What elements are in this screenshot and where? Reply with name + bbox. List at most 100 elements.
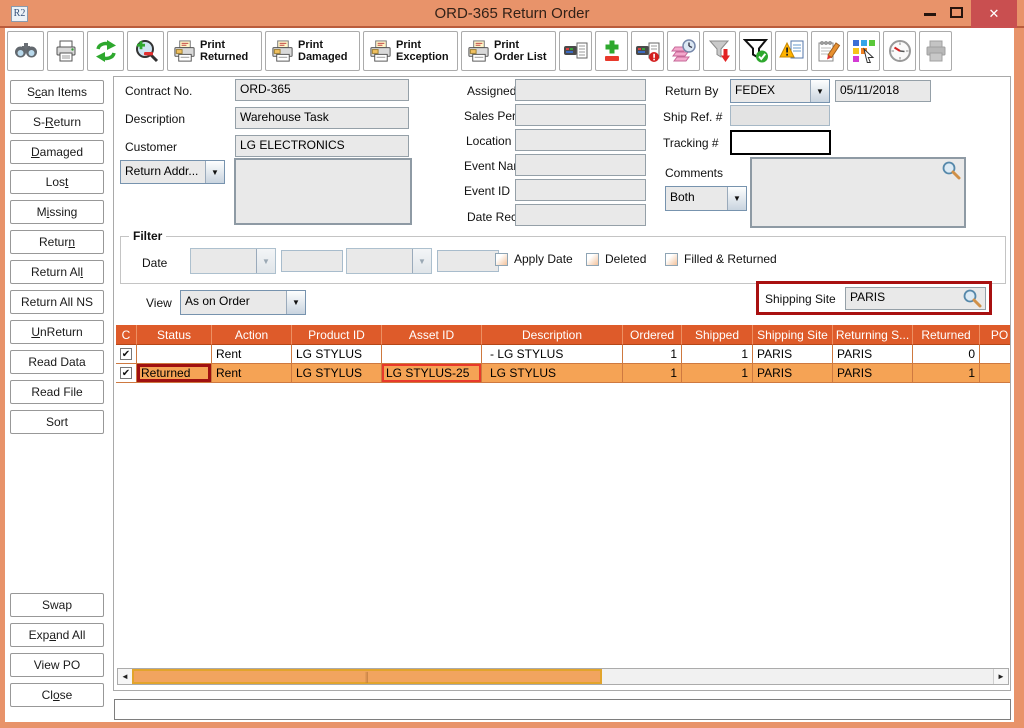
column-header-po[interactable]: PO xyxy=(980,325,1010,345)
column-header-c[interactable]: C xyxy=(116,325,137,345)
chevron-down-icon[interactable]: ▼ xyxy=(727,187,746,210)
sidebar-button-view-po[interactable]: View PO xyxy=(10,653,104,677)
cell-po[interactable] xyxy=(980,364,1010,383)
legend-colors-icon[interactable] xyxy=(847,31,880,71)
sidebar-button-swap[interactable]: Swap xyxy=(10,593,104,617)
scrollbar-thumb[interactable] xyxy=(132,669,602,684)
print-exception-button[interactable]: Print Exception xyxy=(363,31,458,71)
scan-list-icon[interactable] xyxy=(559,31,592,71)
shipping-site-search-icon[interactable] xyxy=(962,288,982,308)
zoom-adjust-icon[interactable] xyxy=(127,31,164,71)
status-message-input[interactable] xyxy=(114,699,1011,720)
clock-icon[interactable] xyxy=(883,31,916,71)
cell-description[interactable]: - LG STYLUS xyxy=(482,345,623,364)
assigned-to-field[interactable] xyxy=(515,79,646,101)
comments-textarea[interactable] xyxy=(750,157,966,228)
edit-notes-icon[interactable] xyxy=(811,31,844,71)
event-name-field[interactable] xyxy=(515,154,646,176)
cell-ordered[interactable]: 1 xyxy=(623,345,682,364)
close-icon[interactable]: ✕ xyxy=(971,0,1017,28)
print-damaged-button[interactable]: Print Damaged xyxy=(265,31,360,71)
checkbox-apply-date[interactable] xyxy=(495,252,508,266)
cell-shipping-site[interactable]: PARIS xyxy=(753,364,833,383)
tracking-field[interactable] xyxy=(730,130,831,155)
sidebar-button-return[interactable]: Retur n xyxy=(10,230,104,254)
sidebar-button-read-data[interactable]: Read Data xyxy=(10,350,104,374)
cell-returned[interactable]: 0 xyxy=(913,345,980,364)
sales-person-field[interactable] xyxy=(515,104,646,126)
refresh-icon[interactable] xyxy=(87,31,124,71)
description-field[interactable]: Warehouse Task xyxy=(235,107,409,129)
scroll-right-icon[interactable]: ► xyxy=(993,669,1008,684)
cell-returning-s[interactable]: PARIS xyxy=(833,364,913,383)
location-field[interactable] xyxy=(515,129,646,151)
cell-action[interactable]: Rent xyxy=(212,364,292,383)
cell-po[interactable] xyxy=(980,345,1010,364)
notes-schedule-icon[interactable] xyxy=(667,31,700,71)
sidebar-button-lost[interactable]: Los t xyxy=(10,170,104,194)
return-address-textarea[interactable] xyxy=(234,158,412,225)
print-icon[interactable] xyxy=(47,31,84,71)
checkbox-filled-returned[interactable] xyxy=(665,252,678,266)
return-date-field[interactable]: 05/11/2018 xyxy=(835,80,931,102)
column-header-returned[interactable]: Returned xyxy=(913,325,980,345)
print-order-list-button[interactable]: Print Order List xyxy=(461,31,556,71)
sidebar-button-return-all[interactable]: Return Al l xyxy=(10,260,104,284)
column-header-product-id[interactable]: Product ID xyxy=(292,325,382,345)
cell-action[interactable]: Rent xyxy=(212,345,292,364)
cell-returning-s[interactable]: PARIS xyxy=(833,345,913,364)
row-checkbox[interactable]: ✔ xyxy=(120,367,132,379)
cell-shipping-site[interactable]: PARIS xyxy=(753,345,833,364)
cell-returned[interactable]: 1 xyxy=(913,364,980,383)
table-row[interactable]: ✔ Returned Rent LG STYLUS LG STYLUS-25 LG STY… xyxy=(116,364,1010,383)
horizontal-scrollbar[interactable]: ◄ ► xyxy=(117,668,1009,685)
chevron-down-icon[interactable]: ▼ xyxy=(810,80,829,102)
row-checkbox-cell[interactable]: ✔ xyxy=(116,364,137,383)
view-dropdown[interactable]: As on Order ▼ xyxy=(180,290,306,315)
column-header-status[interactable]: Status xyxy=(137,325,212,345)
column-header-shipping-site[interactable]: Shipping Site xyxy=(753,325,833,345)
sidebar-button-close[interactable]: Cl o se xyxy=(10,683,104,707)
funnel-down-icon[interactable] xyxy=(703,31,736,71)
column-header-asset-id[interactable]: Asset ID xyxy=(382,325,482,345)
return-by-dropdown[interactable]: FEDEX ▼ xyxy=(730,79,830,103)
cell-product-id[interactable]: LG STYLUS xyxy=(292,345,382,364)
cell-description[interactable]: LG STYLUS xyxy=(482,364,623,383)
column-header-description[interactable]: Description xyxy=(482,325,623,345)
customer-field[interactable]: LG ELECTRONICS xyxy=(235,135,409,157)
checkbox-deleted[interactable] xyxy=(586,252,599,266)
scroll-left-icon[interactable]: ◄ xyxy=(118,669,133,684)
row-checkbox[interactable]: ✔ xyxy=(120,348,132,360)
return-addr-dropdown[interactable]: Return Addr... ▼ xyxy=(120,160,225,184)
cell-product-id[interactable]: LG STYLUS xyxy=(292,364,382,383)
column-header-ordered[interactable]: Ordered xyxy=(623,325,682,345)
chevron-down-icon[interactable]: ▼ xyxy=(286,291,305,314)
sidebar-button-return-all-ns[interactable]: Return All NS xyxy=(10,290,104,314)
cell-shipped[interactable]: 1 xyxy=(682,364,753,383)
cell-ordered[interactable]: 1 xyxy=(623,364,682,383)
event-id-field[interactable] xyxy=(515,179,646,201)
cell-status[interactable]: Returned xyxy=(137,364,212,383)
sidebar-button-sort[interactable]: Sort xyxy=(10,410,104,434)
add-remove-icon[interactable] xyxy=(595,31,628,71)
shipping-site-field[interactable]: PARIS xyxy=(845,287,986,310)
date-recd-field[interactable] xyxy=(515,204,646,226)
binoculars-find-icon[interactable] xyxy=(7,31,44,71)
print-returned-button[interactable]: Print Returned xyxy=(167,31,262,71)
chevron-down-icon[interactable]: ▼ xyxy=(205,161,224,183)
table-row[interactable]: ✔ Rent LG STYLUS - LG STYLUS 1 1 PARIS PARIS 0 xyxy=(116,345,1010,364)
column-header-action[interactable]: Action xyxy=(212,325,292,345)
row-checkbox-cell[interactable]: ✔ xyxy=(116,345,137,364)
exception-report-icon[interactable] xyxy=(775,31,808,71)
cell-shipped[interactable]: 1 xyxy=(682,345,753,364)
contract-no-field[interactable]: ORD-365 xyxy=(235,79,409,101)
minimize-icon[interactable] xyxy=(924,13,936,16)
cell-status[interactable] xyxy=(137,345,212,364)
maximize-icon[interactable] xyxy=(950,7,963,18)
sidebar-button-expand-all[interactable]: Exp a nd All xyxy=(10,623,104,647)
cell-asset-id[interactable]: LG STYLUS-25 xyxy=(382,364,482,383)
